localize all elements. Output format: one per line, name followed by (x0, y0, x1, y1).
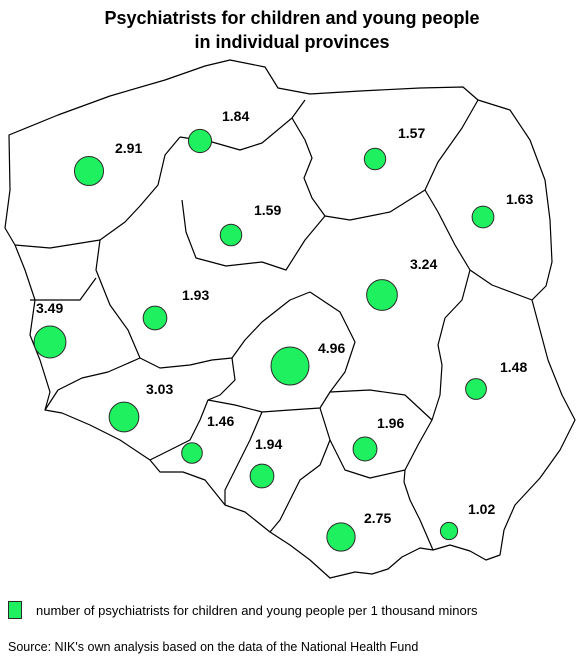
source-note: Source: NIK's own analysis based on the … (8, 640, 419, 654)
legend: number of psychiatrists for children and… (8, 601, 478, 619)
province-value-label: 1.94 (255, 436, 282, 452)
province-bubble (73, 155, 105, 187)
province-value-label: 3.49 (36, 300, 63, 316)
province-value-label: 3.03 (146, 381, 173, 397)
title-line-2: in individual provinces (194, 32, 390, 52)
province-value-label: 1.48 (500, 359, 527, 375)
province-value-label: 2.75 (364, 510, 391, 526)
map-title: Psychiatrists for children and young peo… (0, 6, 584, 54)
province-value-label: 1.84 (222, 108, 249, 124)
province-bubble (33, 325, 67, 359)
province-bubble (352, 436, 378, 462)
province-bubble (270, 346, 310, 386)
province-bubble (366, 279, 398, 311)
province-value-label: 1.46 (207, 413, 234, 429)
province-bubble (142, 305, 168, 331)
country-outline (4, 59, 576, 579)
province-value-label: 1.59 (254, 202, 281, 218)
province-value-label: 1.63 (506, 191, 533, 207)
province-bubble (471, 205, 495, 229)
legend-swatch (8, 601, 22, 619)
province-bubble (219, 223, 243, 247)
poland-province-map: 2.91 1.84 1.57 1.59 1.63 3.49 1.93 3.24 4.96 1.48… (4, 59, 576, 579)
province-value-label: 3.24 (410, 256, 437, 272)
province-bubble (326, 522, 356, 552)
legend-label: number of psychiatrists for children and… (36, 602, 478, 618)
province-bubble (465, 378, 487, 400)
province-bubble (363, 147, 387, 171)
province-value-label: 1.57 (398, 125, 425, 141)
title-line-1: Psychiatrists for children and young peo… (104, 8, 480, 28)
province-bubble (187, 128, 213, 154)
province-value-label: 4.96 (318, 340, 345, 356)
province-bubble (249, 463, 275, 489)
province-value-label: 1.96 (377, 415, 404, 431)
province-value-label: 1.93 (182, 287, 209, 303)
province-bubble (439, 521, 459, 541)
province-bubble (108, 401, 140, 433)
province-value-label: 1.02 (468, 501, 495, 517)
province-value-label: 2.91 (115, 140, 142, 156)
province-bubble (181, 442, 203, 464)
